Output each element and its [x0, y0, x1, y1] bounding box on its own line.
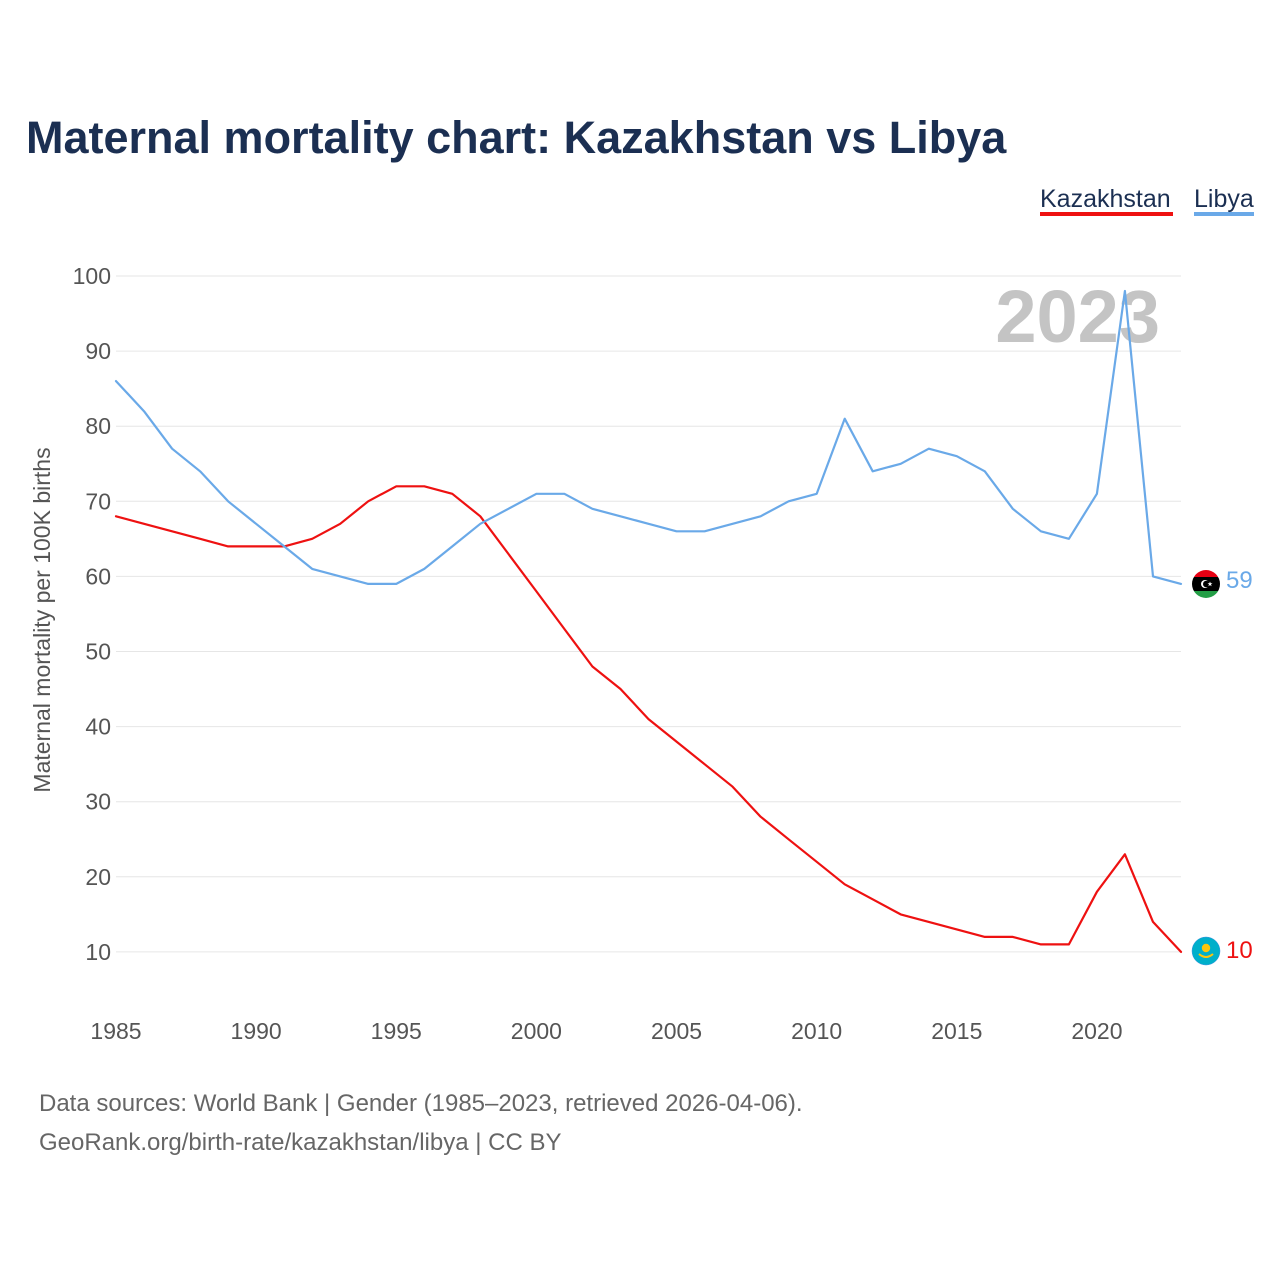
x-tick-label: 2000: [511, 1018, 562, 1044]
legend-item-libya[interactable]: Libya: [1194, 185, 1254, 216]
x-tick-label: 2005: [651, 1018, 702, 1044]
series-line-kazakhstan[interactable]: [114, 485, 1183, 954]
y-tick-label: 100: [73, 263, 111, 289]
series-lines: [114, 289, 1183, 954]
libya-flag-icon: [1192, 570, 1220, 598]
legend-swatch-libya: [1194, 212, 1254, 216]
legend-label-kazakhstan[interactable]: Kazakhstan: [1040, 185, 1171, 213]
credit-line[interactable]: GeoRank.org/birth-rate/kazakhstan/libya …: [39, 1129, 561, 1156]
y-tick-label: 10: [85, 939, 111, 965]
x-tick-label: 2020: [1071, 1018, 1122, 1044]
x-tick-label: 1995: [371, 1018, 422, 1044]
y-tick-label: 20: [85, 864, 111, 890]
data-source-note: Data sources: World Bank | Gender (1985–…: [39, 1090, 803, 1117]
y-tick-label: 60: [85, 563, 111, 589]
y-tick-label: 30: [85, 789, 111, 815]
year-label: 2023: [995, 275, 1160, 358]
y-tick-label: 90: [85, 338, 111, 364]
x-tick-label: 1990: [231, 1018, 282, 1044]
end-marker-libya: 59: [1192, 567, 1253, 598]
y-tick-label: 50: [85, 639, 111, 665]
y-tick-label: 70: [85, 488, 111, 514]
legend-swatch-kazakhstan: [1040, 212, 1173, 216]
y-axis-title: Maternal mortality per 100K births: [29, 447, 55, 792]
end-label-libya: 59: [1226, 567, 1253, 594]
gridlines: [116, 275, 1181, 953]
y-tick-label: 40: [85, 714, 111, 740]
x-tick-label: 2015: [931, 1018, 982, 1044]
legend: Kazakhstan Libya: [1040, 185, 1254, 216]
y-axis-ticks: 10 20 30 40 50 60 70 80 90 100: [73, 263, 111, 965]
legend-label-libya[interactable]: Libya: [1194, 185, 1254, 213]
x-tick-label: 2010: [791, 1018, 842, 1044]
kazakhstan-flag-icon: [1191, 936, 1221, 966]
x-tick-label: 1985: [90, 1018, 141, 1044]
legend-item-kazakhstan[interactable]: Kazakhstan: [1040, 185, 1173, 216]
chart-title: Maternal mortality chart: Kazakhstan vs …: [26, 112, 1007, 163]
end-label-kazakhstan: 10: [1226, 937, 1253, 964]
series-line-libya[interactable]: [114, 289, 1183, 586]
end-marker-kazakhstan: 10: [1191, 936, 1253, 966]
y-tick-label: 80: [85, 413, 111, 439]
x-axis-ticks: 1985 1990 1995 2000 2005 2010 2015 2020: [90, 1018, 1122, 1044]
